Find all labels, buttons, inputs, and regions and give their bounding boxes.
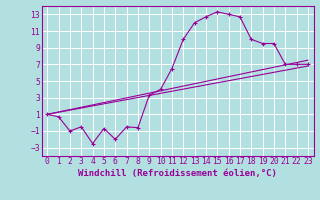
X-axis label: Windchill (Refroidissement éolien,°C): Windchill (Refroidissement éolien,°C)	[78, 169, 277, 178]
